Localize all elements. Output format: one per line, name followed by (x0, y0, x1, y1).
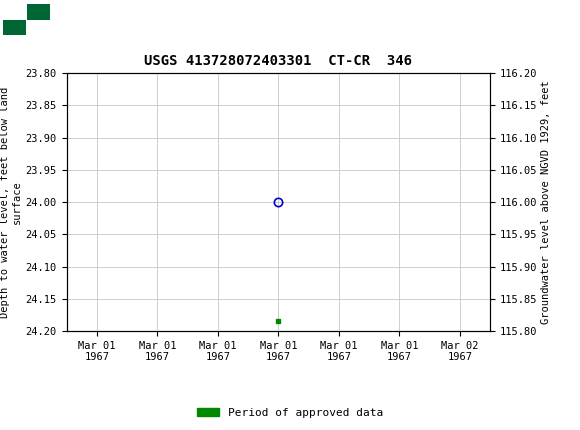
FancyBboxPatch shape (3, 20, 26, 35)
Title: USGS 413728072403301  CT-CR  346: USGS 413728072403301 CT-CR 346 (144, 54, 412, 68)
Legend: Period of approved data: Period of approved data (193, 403, 387, 422)
Text: USGS: USGS (58, 10, 102, 28)
Y-axis label: Depth to water level, feet below land
surface: Depth to water level, feet below land su… (0, 86, 21, 318)
FancyBboxPatch shape (27, 4, 50, 20)
Y-axis label: Groundwater level above NGVD 1929, feet: Groundwater level above NGVD 1929, feet (542, 80, 552, 324)
FancyBboxPatch shape (3, 3, 52, 36)
